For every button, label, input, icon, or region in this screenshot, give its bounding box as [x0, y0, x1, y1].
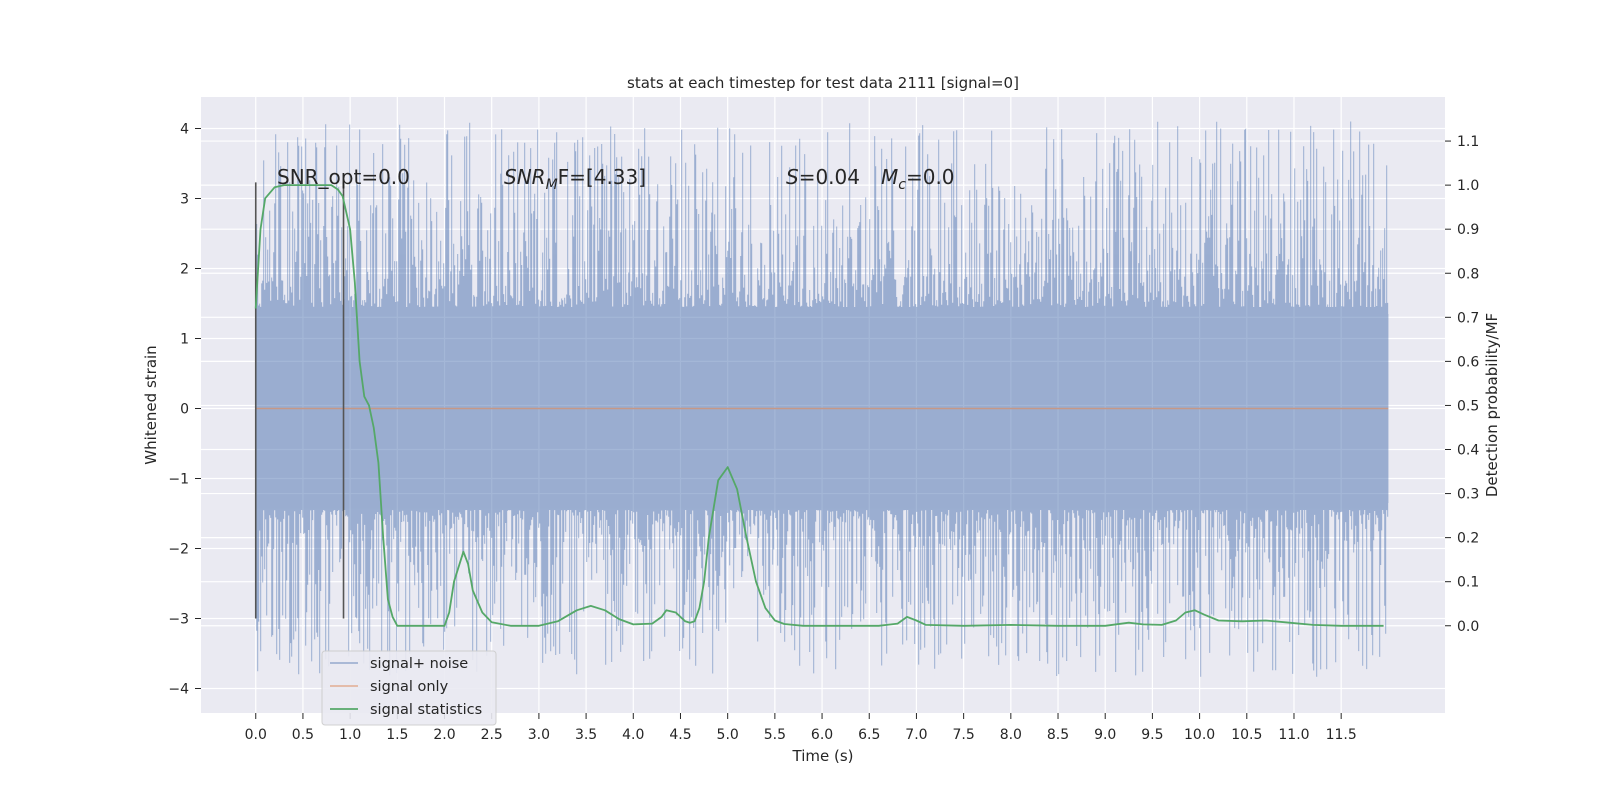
- y-left-tick-label: −2: [168, 542, 189, 558]
- annotation-mc-value: =0.0: [906, 165, 955, 189]
- x-tick-label: 3.5: [575, 727, 597, 743]
- y-right-tick-label: 1.1: [1457, 134, 1479, 150]
- x-tick-label: 5.0: [717, 727, 739, 743]
- annotation-snr-mf: SNRMF=[4.33]: [504, 165, 646, 193]
- x-tick-label: 0.0: [245, 727, 267, 743]
- y-right-tick-label: 0.1: [1457, 575, 1479, 591]
- annotation-snr-mf-base: SNR: [504, 165, 546, 189]
- x-tick-label: 7.0: [905, 727, 927, 743]
- y-right-axis-ticks: 1.1 1.0 0.9 0.8 0.7 0.6 0.5 0.4 0.3 0.2 0.1 0.0: [1445, 134, 1479, 635]
- x-tick-label: 7.5: [953, 727, 975, 743]
- y-right-tick-label: 1.0: [1457, 178, 1479, 194]
- x-tick-label: 4.5: [669, 727, 691, 743]
- y-left-tick-label: −3: [168, 612, 189, 628]
- annotation-s: S=0.04: [786, 165, 860, 189]
- y-left-tick-label: −4: [168, 682, 189, 698]
- legend-label-statistics: signal statistics: [370, 702, 482, 718]
- y-left-axis-label: Whitened strain: [142, 345, 160, 464]
- annotation-mc-sub: c: [898, 177, 906, 193]
- x-tick-label: 8.0: [1000, 727, 1022, 743]
- y-right-axis-label: Detection probability/MF: [1483, 313, 1501, 497]
- y-left-tick-label: 1: [180, 332, 189, 348]
- annotation-s-var: S: [786, 165, 799, 189]
- chart-title: stats at each timestep for test data 211…: [627, 74, 1019, 92]
- y-right-tick-label: 0.9: [1457, 222, 1479, 238]
- y-left-tick-label: −1: [168, 472, 189, 488]
- annotation-mc: Mc=0.0: [881, 165, 955, 193]
- x-tick-label: 11.0: [1278, 727, 1309, 743]
- x-tick-label: 9.5: [1141, 727, 1163, 743]
- y-right-tick-label: 0.7: [1457, 310, 1479, 326]
- legend: signal+ noise signal only signal statist…: [321, 650, 497, 726]
- annotation-mc-base: M: [881, 165, 898, 189]
- legend-box: [321, 650, 497, 726]
- vertical-markers: [254, 182, 345, 619]
- x-axis-ticks: 0.0 0.5 1.0 1.5 2.0 2.5 3.0 3.5 4.0 4.5 5.0 5.5 6.0 6…: [245, 713, 1357, 743]
- annotation-snr-opt: SNR_opt=0.0: [277, 165, 410, 189]
- x-tick-label: 11.5: [1326, 727, 1357, 743]
- y-right-tick-label: 0.5: [1457, 398, 1479, 414]
- y-right-tick-label: 0.4: [1457, 443, 1479, 459]
- x-tick-label: 3.0: [528, 727, 550, 743]
- y-left-tick-label: 4: [180, 122, 189, 138]
- y-left-tick-label: 0: [180, 402, 189, 418]
- y-right-tick-label: 0.0: [1457, 619, 1479, 635]
- y-right-tick-label: 0.3: [1457, 487, 1479, 503]
- x-axis-label: Time (s): [792, 747, 854, 765]
- x-tick-label: 2.0: [433, 727, 455, 743]
- y-left-tick-label: 3: [180, 192, 189, 208]
- x-tick-label: 0.5: [292, 727, 314, 743]
- x-tick-label: 4.0: [622, 727, 644, 743]
- y-left-tick-label: 2: [180, 262, 189, 278]
- annotation-s-value: =0.04: [799, 165, 860, 189]
- legend-label-noise: signal+ noise: [370, 656, 468, 672]
- y-right-tick-label: 0.2: [1457, 531, 1479, 547]
- annotation-snr-mf-sub: M: [546, 177, 558, 193]
- x-tick-label: 8.5: [1047, 727, 1069, 743]
- x-tick-label: 10.5: [1231, 727, 1262, 743]
- annotation-snr-mf-rest: F=[4.33]: [558, 165, 646, 189]
- y-left-axis-ticks: 4 3 2 1 0 −1 −2 −3 −4: [168, 122, 201, 698]
- signal-statistics-series: [254, 184, 1384, 627]
- legend-label-signal-only: signal only: [370, 679, 449, 695]
- y-right-tick-label: 0.8: [1457, 266, 1479, 282]
- x-tick-label: 1.0: [339, 727, 361, 743]
- x-tick-label: 5.5: [764, 727, 786, 743]
- x-tick-label: 1.5: [386, 727, 408, 743]
- y-right-tick-label: 0.6: [1457, 354, 1479, 370]
- x-tick-label: 2.5: [481, 727, 503, 743]
- x-tick-label: 6.5: [858, 727, 880, 743]
- signal-statistics-line: [254, 184, 1384, 627]
- x-tick-label: 6.0: [811, 727, 833, 743]
- x-tick-label: 9.0: [1094, 727, 1116, 743]
- x-tick-label: 10.0: [1184, 727, 1215, 743]
